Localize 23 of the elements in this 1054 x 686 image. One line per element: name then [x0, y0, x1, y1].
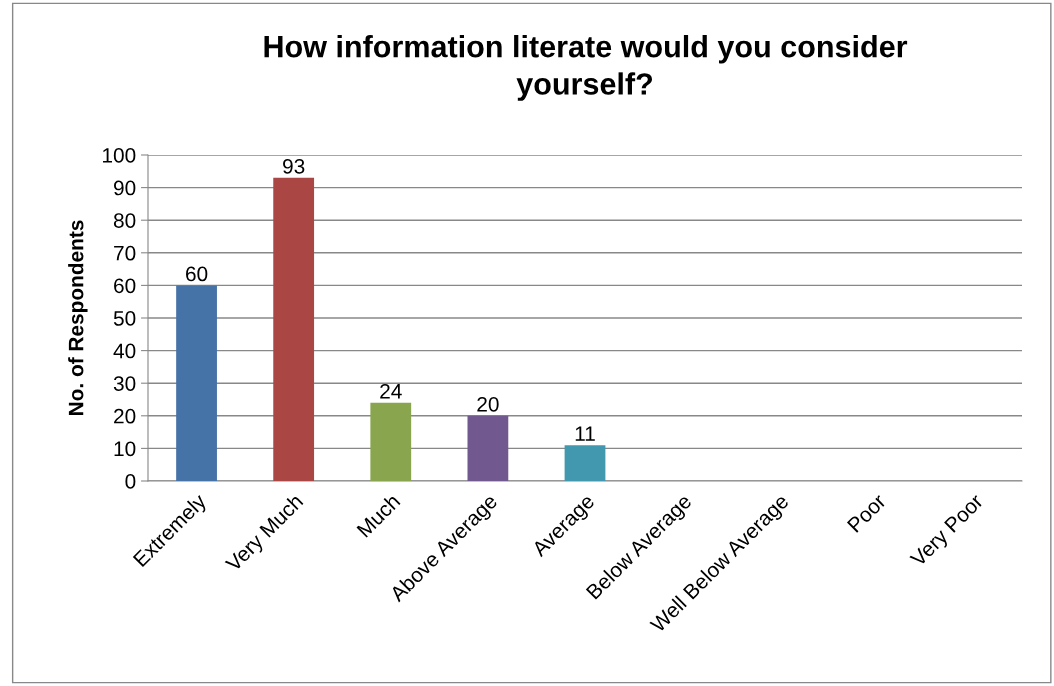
bar — [176, 285, 217, 481]
bar — [370, 402, 412, 481]
y-tick-label: 90 — [114, 180, 136, 196]
y-tick-label: 0 — [125, 474, 136, 489]
y-tick-label: 60 — [114, 278, 136, 294]
y-tick-label: 30 — [113, 376, 136, 391]
data-label: 20 — [477, 396, 499, 412]
data-label: 24 — [380, 383, 402, 399]
data-label: 11 — [575, 426, 595, 441]
bar — [564, 445, 606, 481]
y-tick-label: 80 — [113, 213, 136, 228]
y-tick-label: 70 — [114, 245, 136, 261]
y-tick-label: 10 — [114, 441, 136, 457]
data-label: 93 — [283, 158, 305, 174]
y-tick-label: 50 — [113, 311, 136, 326]
bar — [273, 177, 315, 481]
y-tick-label: 20 — [114, 408, 136, 424]
y-tick-label: 40 — [113, 343, 136, 359]
chart-title: How information literate would you consider yourself? — [264, 35, 908, 101]
y-tick-label: 100 — [103, 148, 136, 163]
data-label: 60 — [186, 266, 208, 282]
y-axis-title: No. of Respondents — [68, 220, 88, 415]
bar — [467, 415, 509, 481]
